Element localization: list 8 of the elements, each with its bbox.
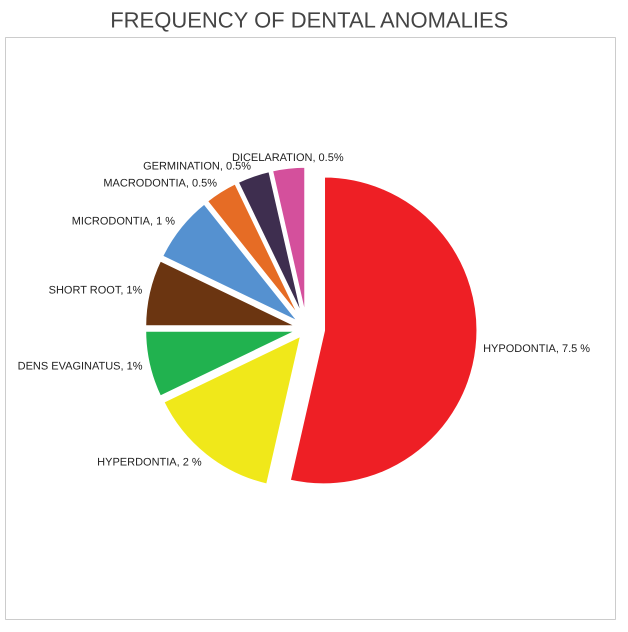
chart-title: FREQUENCY OF DENTAL ANOMALIES	[110, 8, 508, 32]
slice-label: GERMINATION, 0.5%	[143, 160, 252, 173]
slice-label: HYPERDONTIA, 2 %	[97, 456, 202, 469]
slice-label: SHORT ROOT, 1%	[48, 284, 143, 296]
slice-label: MACRODONTIA, 0.5%	[103, 177, 218, 190]
slice-label: DENS EVAGINATUS, 1%	[18, 360, 143, 373]
slice-label: HYPODONTIA, 7.5 %	[483, 342, 590, 355]
slice-label: MICRODONTIA, 1 %	[72, 216, 176, 228]
